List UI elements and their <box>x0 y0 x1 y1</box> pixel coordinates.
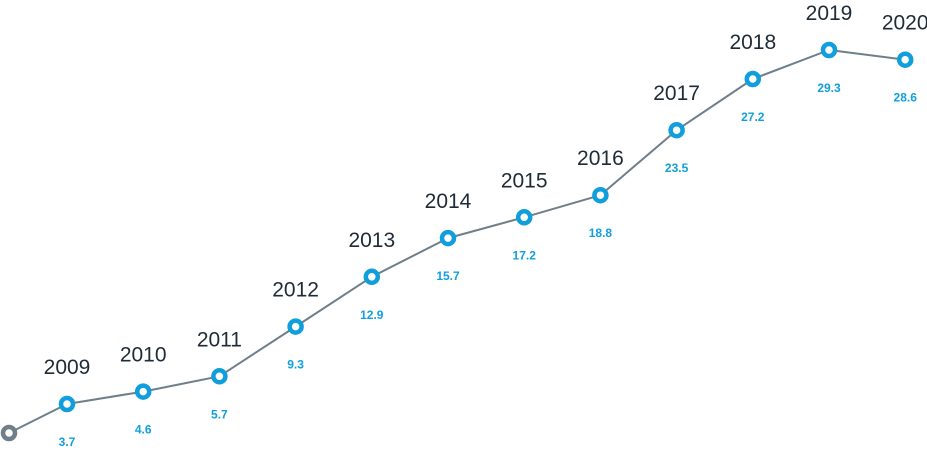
year-label-2020: 2020 <box>882 12 927 35</box>
data-point-2012 <box>287 318 304 335</box>
year-label-2010: 2010 <box>120 344 167 367</box>
year-label-2014: 2014 <box>425 190 472 213</box>
value-label-2017: 23.5 <box>665 161 689 175</box>
data-point-2019 <box>820 41 838 59</box>
start-marker <box>0 424 18 442</box>
data-point-2020 <box>896 51 914 68</box>
data-points <box>0 41 914 442</box>
year-label-2019: 2019 <box>806 2 853 25</box>
value-label-2019: 29.3 <box>817 81 841 95</box>
year-label-2015: 2015 <box>501 169 548 192</box>
value-label-2015: 17.2 <box>513 248 537 262</box>
value-label-2010: 4.6 <box>135 423 152 437</box>
data-point-2018 <box>744 70 762 88</box>
data-point-2010 <box>134 383 152 400</box>
data-point-2017 <box>668 121 685 139</box>
value-label-2009: 3.7 <box>59 435 76 449</box>
data-point-2014 <box>439 229 457 247</box>
value-label-2013: 12.9 <box>360 308 384 322</box>
series-line <box>8 49 906 434</box>
data-point-2013 <box>363 268 381 286</box>
value-label-2012: 9.3 <box>287 358 304 372</box>
data-labels: 2009 3.7 2010 4.6 2011 5.7 2012 9.3 2013 12.9 2014… <box>44 2 927 449</box>
year-label-2012: 2012 <box>272 279 319 302</box>
series-line-path <box>8 49 906 434</box>
year-label-2017: 2017 <box>653 82 700 105</box>
year-label-2018: 2018 <box>729 31 776 54</box>
data-point-2016 <box>592 186 609 204</box>
year-label-2011: 2011 <box>197 328 242 351</box>
value-label-2014: 15.7 <box>436 269 460 283</box>
data-point-2015 <box>515 209 533 226</box>
value-label-2020: 28.6 <box>894 91 918 105</box>
value-label-2016: 18.8 <box>589 226 613 240</box>
data-point-2009 <box>58 395 76 413</box>
year-label-2016: 2016 <box>577 147 624 170</box>
value-label-2011: 5.7 <box>211 407 228 421</box>
year-label-2013: 2013 <box>348 229 395 252</box>
data-point-2011 <box>211 368 228 385</box>
value-label-2018: 27.2 <box>741 110 765 124</box>
year-label-2009: 2009 <box>44 356 91 379</box>
